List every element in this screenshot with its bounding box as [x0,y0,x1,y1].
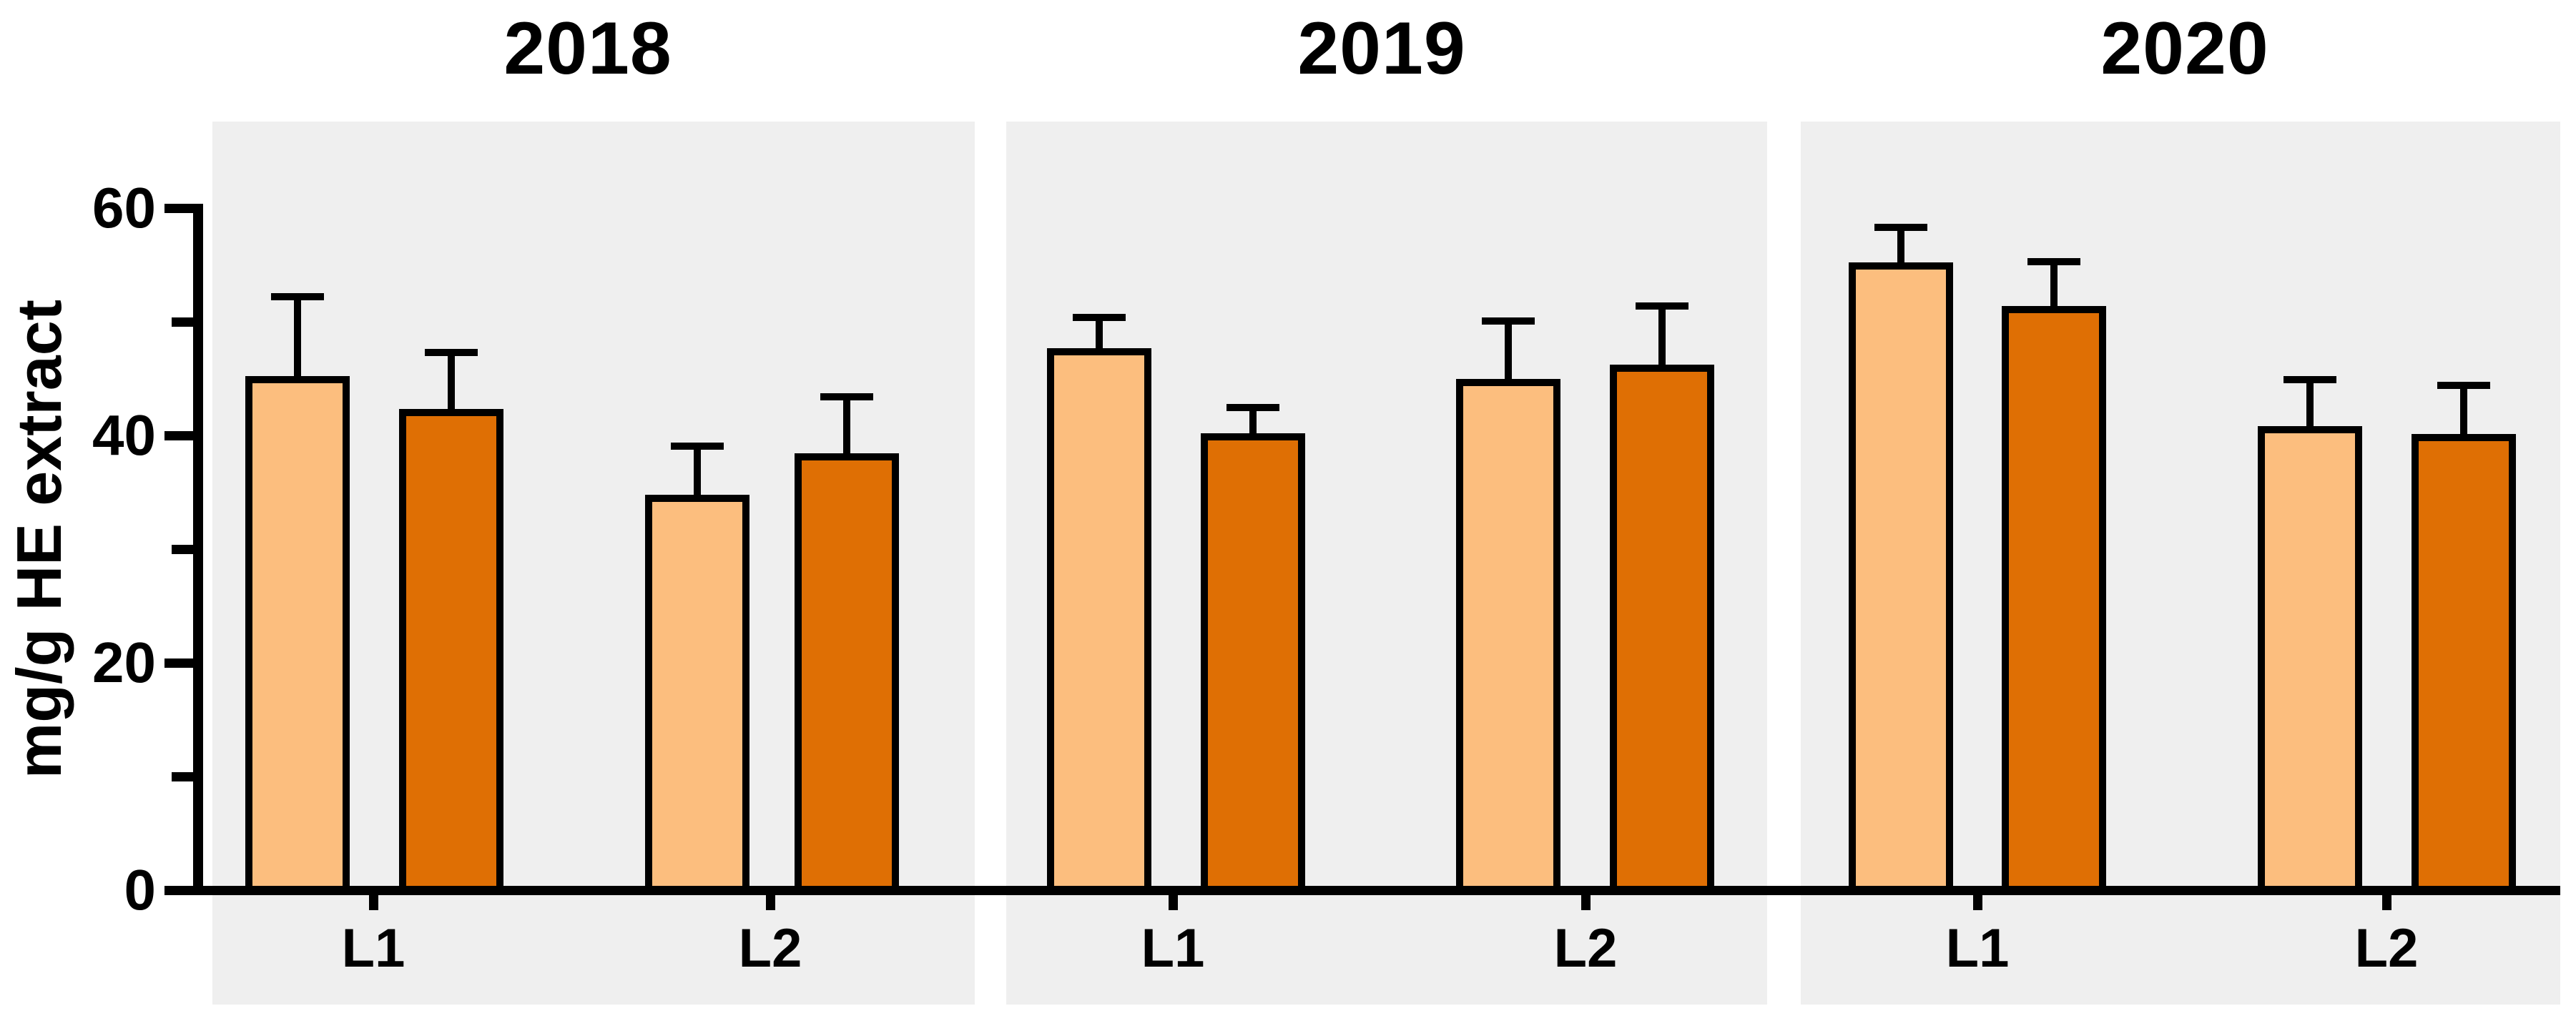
error-bar-line-2018-L1-light-orange [294,297,301,380]
y-tick-label-60: 60 [92,176,156,240]
x-tick-2020-L1 [1973,891,1982,910]
error-bar-cap-2019-L1-dark-orange [1226,404,1279,411]
x-group-label-2019-L2: L2 [1553,918,1618,979]
y-axis-label: mg/g HE extract [4,300,74,779]
bar-2018-L1-light-orange [245,376,350,895]
x-group-label-2019-L1: L1 [1141,918,1205,979]
error-bar-line-2018-L2-dark-orange [843,398,850,457]
bar-2020-L1-light-orange [1849,262,1953,895]
bar-2020-L1-dark-orange [2002,306,2106,895]
error-bar-line-2019-L2-light-orange [1505,322,1512,383]
panel-title-2020: 2020 [2100,7,2269,90]
error-bar-line-2018-L1-dark-orange [448,353,455,413]
bar-2018-L2-dark-orange [795,453,899,895]
error-bar-cap-2018-L1-dark-orange [425,349,478,356]
error-bar-cap-2019-L2-light-orange [1482,317,1535,325]
error-bar-cap-2020-L2-dark-orange [2437,382,2490,389]
x-tick-2018-L1 [369,891,378,910]
x-tick-2018-L2 [766,891,775,910]
error-bar-line-2019-L1-light-orange [1096,318,1103,352]
error-bar-cap-2019-L1-light-orange [1073,314,1126,321]
error-bar-line-2020-L1-dark-orange [2050,262,2058,310]
error-bar-cap-2018-L1-light-orange [271,293,324,300]
error-bar-cap-2020-L1-dark-orange [2027,258,2080,265]
error-bar-line-2019-L2-dark-orange [1658,307,1666,368]
y-tick-label-0: 0 [124,858,157,922]
bar-2018-L2-light-orange [645,495,749,895]
error-bar-cap-2020-L2-light-orange [2284,376,2336,383]
x-tick-2020-L2 [2382,891,2391,910]
error-bar-cap-2018-L2-light-orange [671,443,724,450]
bar-2019-L1-light-orange [1047,348,1151,895]
x-group-label-2018-L2: L2 [738,918,802,979]
bar-2019-L2-dark-orange [1610,365,1714,895]
error-bar-line-2018-L2-light-orange [694,447,701,498]
x-group-label-2020-L2: L2 [2354,918,2419,979]
bar-2019-L1-dark-orange [1201,433,1305,895]
error-bar-cap-2019-L2-dark-orange [1636,302,1688,310]
error-bar-line-2020-L2-light-orange [2306,380,2314,430]
x-axis-line [193,886,2560,895]
bar-2019-L2-light-orange [1456,379,1560,895]
x-tick-2019-L1 [1169,891,1178,910]
y-tick-label-40: 40 [92,403,156,467]
error-bar-line-2019-L1-dark-orange [1249,408,1257,437]
error-bar-line-2020-L1-light-orange [1897,228,1904,266]
error-bar-cap-2018-L2-dark-orange [820,393,873,400]
bar-2018-L1-dark-orange [399,409,503,895]
y-axis-spine [193,204,203,895]
error-bar-line-2020-L2-dark-orange [2460,386,2467,438]
x-group-label-2018-L1: L1 [341,918,405,979]
panel-title-2018: 2018 [503,7,672,90]
bar-2020-L2-light-orange [2258,426,2362,895]
y-tick-label-20: 20 [92,631,156,694]
x-tick-2019-L2 [1581,891,1591,910]
error-bar-cap-2020-L1-light-orange [1874,224,1927,231]
panel-title-2019: 2019 [1297,7,1466,90]
x-group-label-2020-L1: L1 [1945,918,2010,979]
bar-2020-L2-dark-orange [2412,434,2516,895]
